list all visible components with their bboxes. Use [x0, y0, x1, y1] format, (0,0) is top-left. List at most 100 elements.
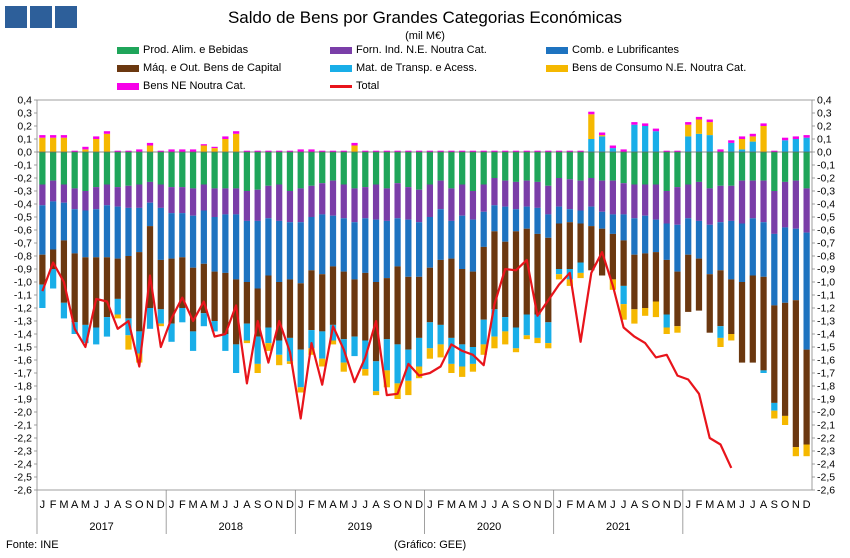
bar-segment-industrial: [136, 184, 143, 208]
bar-segment-transport: [437, 324, 444, 345]
bar-segment-fuels: [555, 206, 563, 224]
bar-segment-consumer: [426, 348, 434, 359]
bar-segment-food: [566, 152, 573, 180]
bar-segment-food: [243, 152, 251, 191]
bar-segment-food: [706, 152, 713, 189]
y-tick-label: -1,2: [14, 303, 32, 315]
x-month-label: N: [275, 499, 283, 511]
x-year-label: 2019: [348, 521, 372, 533]
y-tick-label: -1,7: [14, 368, 32, 380]
bar-segment-consumer: [329, 340, 337, 345]
bar-segment-food: [157, 152, 164, 185]
x-month-label: M: [210, 499, 219, 511]
chart-title: Saldo de Bens por Grandes Categorias Eco…: [227, 8, 623, 27]
bar-segment-food: [448, 152, 455, 189]
legend-label-transport: Mat. de Transp. e Acess.: [356, 62, 478, 74]
legend-swatch-consumer: [546, 64, 568, 72]
bar-segment-capital: [405, 276, 412, 350]
bar-segment-consumer: [534, 337, 541, 344]
bar-segment-notspecified: [211, 146, 218, 149]
bar-segment-fuels: [60, 202, 68, 241]
legend-item-consumer: Bens de Consumo N.E. Noutra Cat.: [546, 62, 746, 74]
bar-segment-food: [642, 152, 649, 185]
bar-segment-industrial: [243, 191, 251, 221]
bar-segment-food: [50, 152, 57, 181]
x-month-label: A: [459, 499, 467, 511]
y-tick-label-right: -1,9: [817, 394, 835, 406]
bar-segment-transport: [415, 337, 423, 367]
bar-segment-industrial: [179, 187, 186, 214]
bar-segment-transport: [211, 321, 218, 332]
y-tick-label: -1,3: [14, 316, 32, 328]
bar-segment-fuels: [459, 215, 466, 269]
bar-segment-consumer: [157, 323, 164, 327]
y-tick-label-right: -0,3: [817, 186, 835, 198]
bar-segment-transport: [82, 324, 89, 344]
bar-segment-food: [168, 152, 175, 188]
bar-segment-capital: [738, 282, 746, 363]
bar-segment-food: [146, 152, 154, 182]
bar-segment-transport: [222, 334, 229, 351]
x-month-label: S: [254, 499, 261, 511]
bar-segment-consumer: [512, 348, 520, 353]
bar-segment-industrial: [480, 184, 487, 212]
bar-segment-transport: [297, 349, 304, 388]
x-month-label: S: [125, 499, 132, 511]
bar-segment-food: [717, 152, 724, 186]
bar-segment-transport: [738, 149, 746, 152]
bar-segment-industrial: [82, 191, 89, 211]
bar-segment-food: [469, 152, 477, 191]
legend-label-industrial: Forn. Ind. N.E. Noutra Cat.: [356, 44, 487, 56]
bar-segment-industrial: [372, 184, 380, 220]
bar-segment-fuels: [233, 214, 240, 280]
bar-segment-transport: [685, 136, 692, 152]
bar-segment-notspecified: [405, 150, 412, 152]
x-month-label: J: [621, 499, 627, 511]
bar-segment-capital: [545, 237, 552, 323]
bar-segment-capital: [211, 271, 218, 321]
bar-segment-notspecified: [652, 128, 660, 132]
bar-segment-capital: [222, 272, 229, 334]
bar-segment-transport: [523, 314, 530, 336]
bar-segment-industrial: [792, 180, 799, 229]
bar-segment-food: [297, 152, 304, 189]
bar-segment-notspecified: [329, 150, 337, 152]
x-month-label: J: [298, 499, 304, 511]
bar-segment-food: [405, 152, 412, 188]
bar-segment-capital: [286, 279, 294, 338]
x-month-label: O: [522, 499, 531, 511]
bar-segment-food: [459, 152, 466, 185]
bar-segment-transport: [168, 323, 175, 342]
bar-segment-industrial: [706, 188, 713, 225]
bar-segment-consumer: [545, 343, 552, 349]
bar-segment-fuels: [631, 218, 638, 255]
bar-segment-fuels: [426, 217, 434, 268]
bar-segment-consumer: [233, 133, 240, 152]
bar-segment-capital: [781, 302, 789, 416]
bar-segment-consumer: [351, 145, 358, 152]
y-tick-label: 0,4: [17, 95, 32, 107]
bar-segment-industrial: [125, 185, 132, 208]
bar-segment-food: [771, 152, 778, 191]
bar-segment-consumer: [93, 139, 100, 152]
y-tick-label: -2,1: [14, 420, 32, 432]
bar-segment-transport: [383, 339, 390, 371]
x-month-label: M: [81, 499, 90, 511]
bar-segment-industrial: [415, 189, 423, 223]
bar-segment-food: [620, 152, 627, 184]
bar-segment-notspecified: [480, 150, 487, 152]
bar-segment-capital: [448, 258, 455, 338]
bar-segment-capital: [71, 253, 78, 323]
bar-segment-fuels: [502, 206, 509, 242]
legend-item-capital: Máq. e Out. Bens de Capital: [117, 62, 281, 74]
gee-logo: [5, 6, 77, 28]
legend-label-consumer: Bens de Consumo N.E. Noutra Cat.: [572, 62, 747, 74]
bar-segment-consumer: [566, 279, 573, 286]
bar-segment-industrial: [405, 187, 412, 220]
bar-segment-industrial: [588, 178, 595, 207]
bar-segment-food: [760, 152, 767, 181]
x-month-label: O: [393, 499, 402, 511]
bar-segment-consumer: [146, 145, 154, 152]
bar-segment-consumer: [803, 444, 810, 457]
x-month-label: F: [566, 499, 573, 511]
